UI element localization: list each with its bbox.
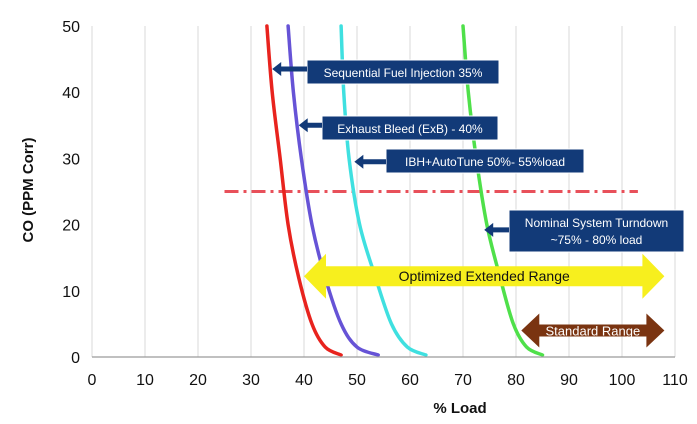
y-tick-label: 40 bbox=[62, 85, 80, 102]
y-tick-label: 20 bbox=[62, 218, 80, 235]
x-tick-label: 70 bbox=[454, 372, 472, 389]
callout-box bbox=[306, 59, 500, 85]
callout-text: Nominal System Turndown bbox=[525, 216, 668, 230]
x-tick-label: 20 bbox=[189, 372, 207, 389]
x-tick-label: 50 bbox=[348, 372, 366, 389]
x-axis-title: % Load bbox=[433, 400, 486, 417]
standard-range-label: Standard Range bbox=[546, 324, 641, 339]
callout-box bbox=[508, 209, 685, 253]
optimized-range-arrow bbox=[304, 253, 665, 299]
range-arrows: Optimized Extended Range Standard Range bbox=[304, 253, 665, 348]
callout: Nominal System Turndown ~75% - 80% load bbox=[484, 209, 685, 253]
callout-arrow bbox=[354, 154, 386, 169]
x-tick-label: 60 bbox=[401, 372, 419, 389]
callout-text-line2: ~75% - 80% load bbox=[551, 233, 643, 247]
x-tick-label: 40 bbox=[295, 372, 313, 389]
optimized-range-label: Optimized Extended Range bbox=[399, 268, 570, 284]
x-tick-label: 110 bbox=[662, 372, 688, 389]
co-curves bbox=[265, 24, 545, 357]
callout-box bbox=[321, 115, 499, 141]
x-tick-label: 30 bbox=[242, 372, 260, 389]
x-tick-label: 100 bbox=[609, 372, 636, 389]
x-tick-labels: 0 10 20 30 40 50 60 70 80 90 100 110 bbox=[88, 372, 688, 389]
callout: IBH+AutoTune 50%- 55%load bbox=[354, 148, 585, 174]
co-curve-line bbox=[461, 24, 545, 357]
y-tick-label: 30 bbox=[62, 151, 80, 168]
callout-text: Sequential Fuel Injection 35% bbox=[324, 66, 483, 80]
co-curve-line bbox=[339, 24, 428, 357]
callout: Sequential Fuel Injection 35% bbox=[272, 59, 500, 85]
x-tick-label: 0 bbox=[88, 372, 97, 389]
callout-text: IBH+AutoTune 50%- 55%load bbox=[405, 155, 565, 169]
callout-arrow bbox=[272, 62, 307, 77]
callout-labels: Sequential Fuel Injection 35% Exhaust Ble… bbox=[272, 59, 685, 253]
co-curve-line bbox=[286, 24, 380, 357]
y-tick-label: 50 bbox=[62, 19, 80, 36]
co-curve-line bbox=[265, 24, 343, 357]
callout-arrow bbox=[298, 118, 322, 133]
y-tick-label: 10 bbox=[62, 284, 80, 301]
callout-box bbox=[385, 148, 585, 174]
callout: Exhaust Bleed (ExB) - 40% bbox=[298, 115, 499, 141]
callout-text: Exhaust Bleed (ExB) - 40% bbox=[337, 122, 483, 136]
x-tick-label: 10 bbox=[136, 372, 154, 389]
x-tick-label: 90 bbox=[560, 372, 578, 389]
y-axis-title: CO (PPM Corr) bbox=[20, 137, 37, 242]
callout-arrow bbox=[484, 222, 509, 237]
y-tick-labels: 0 10 20 30 40 50 bbox=[62, 19, 80, 367]
x-tick-label: 80 bbox=[507, 372, 525, 389]
standard-range-arrow bbox=[521, 313, 665, 348]
y-tick-label: 0 bbox=[71, 350, 80, 367]
